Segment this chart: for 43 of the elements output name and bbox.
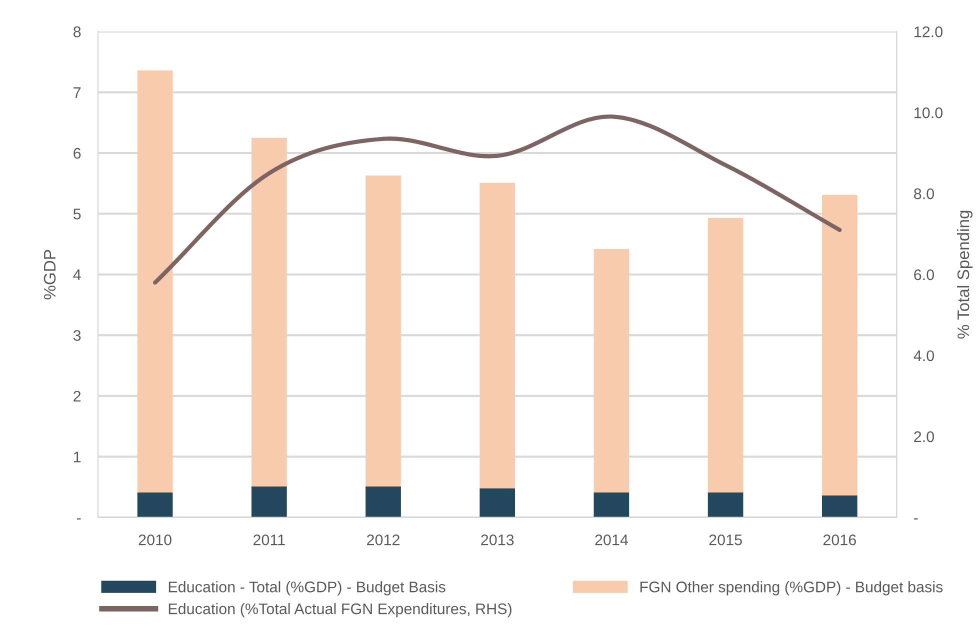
y2-tick-label: 8.0	[914, 188, 934, 200]
y-tick-label: 4	[73, 270, 81, 280]
bar	[822, 194, 858, 496]
bar	[366, 175, 401, 486]
x-tick-label: 2014	[595, 534, 628, 546]
y-tick-label: 6	[74, 148, 81, 159]
legend-label: FGN Other spending (%GDP) - Budget basis	[640, 581, 943, 596]
y-tick-label: 1	[74, 452, 81, 462]
y2-tick-label: 12.0	[914, 26, 943, 38]
bar	[708, 492, 744, 518]
bar	[137, 70, 173, 493]
x-tick-label: 2016	[823, 534, 856, 546]
bar	[594, 492, 630, 518]
bar	[251, 138, 287, 486]
y2-tick-label: 4.0	[914, 350, 934, 362]
legend-label: Education - Total (%GDP) - Budget Basis	[168, 581, 446, 596]
bar	[366, 486, 401, 518]
y-tick-label: 2	[74, 390, 81, 402]
x-tick-label: 2010	[138, 534, 172, 546]
y-tick-label: 3	[73, 330, 81, 341]
y2-tick-label: -	[914, 518, 918, 520]
bar	[708, 218, 744, 493]
bar	[480, 182, 516, 488]
bar	[480, 488, 516, 518]
y-tick-label: 7	[74, 87, 81, 98]
legend-label: Education (%Total Actual FGN Expenditures, RHS)	[168, 603, 512, 618]
bar	[137, 492, 173, 518]
x-tick-label: 2011	[253, 534, 285, 546]
y-axis-title: %GDP	[44, 250, 56, 300]
x-tick-label: 2015	[709, 534, 742, 546]
y-tick-label: -	[76, 518, 81, 520]
bar	[822, 496, 858, 518]
x-tick-label: 2012	[367, 534, 400, 546]
line-series	[152, 114, 842, 285]
y2-tick-label: 2.0	[914, 431, 934, 442]
y2-axis-title: % Total Spending	[956, 210, 973, 339]
x-tick-label: 2013	[481, 534, 514, 546]
y-tick-label: 5	[73, 208, 81, 220]
bar	[594, 248, 630, 493]
y2-tick-label: 10.0	[914, 107, 943, 118]
y2-tick-label: 6.0	[914, 269, 934, 280]
bar	[251, 486, 287, 518]
y-tick-label: 8	[74, 26, 81, 38]
